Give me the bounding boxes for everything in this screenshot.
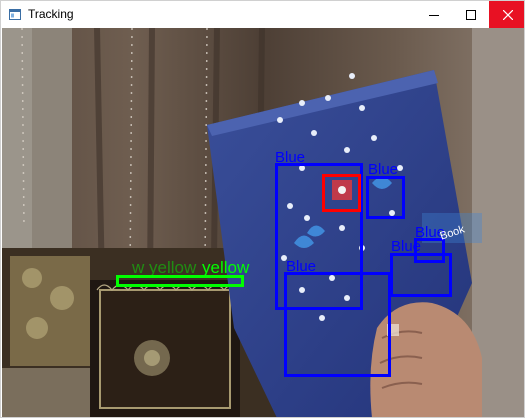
camera-frame-image [2,28,524,417]
detection-label-blue: Blue [368,161,399,178]
detection-box-yellow [116,275,244,287]
app-window-icon [9,9,21,20]
close-icon [502,9,513,20]
detection-label-yellow-faint: w yellow [132,258,197,277]
title-bar[interactable]: Tracking [1,1,524,28]
maximize-icon [465,9,476,20]
detection-box-blue [366,176,405,219]
close-button[interactable] [489,1,524,28]
window-title: Tracking [28,7,74,21]
detection-label-blue: Blue [391,238,422,255]
detection-box-red [322,174,361,212]
detection-box-blue [284,272,391,377]
camera-feed: Blue Blue Blue Blue Blue yellow w yellow… [2,28,524,417]
detection-label-blue: Blue [286,258,317,275]
minimize-icon [428,14,439,16]
detection-box-blue [414,238,445,263]
detection-label-blue: Blue [275,149,306,166]
detection-box-blue [275,163,363,310]
detection-label-blue: Blue [415,224,446,241]
maximize-button[interactable] [452,1,489,28]
detection-label-yellow: yellow [202,258,250,277]
detection-box-blue [390,253,452,297]
minimize-button[interactable] [415,1,452,28]
